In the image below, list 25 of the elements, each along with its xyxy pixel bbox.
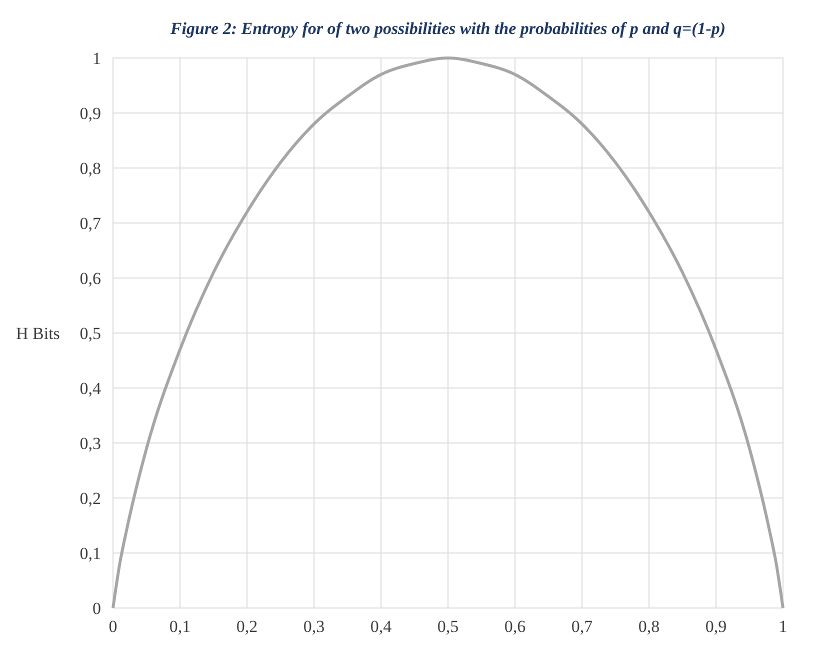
y-tick-label: 1 (92, 49, 101, 68)
x-tick-label: 0 (108, 617, 118, 636)
x-tick-label: 0,5 (437, 617, 459, 636)
y-tick-label: 0,4 (80, 379, 102, 398)
y-tick-label: 0,6 (80, 269, 101, 288)
x-tick-label: 0,1 (169, 617, 191, 636)
x-tick-label: 0,8 (638, 617, 660, 636)
x-tick-label: 0,9 (705, 617, 727, 636)
y-tick-label: 0,3 (80, 434, 101, 453)
x-tick-label: 1 (778, 617, 788, 636)
x-tick-label: 0,2 (236, 617, 258, 636)
y-tick-label: 0,8 (80, 159, 101, 178)
y-tick-label: 0 (92, 599, 101, 618)
x-tick-label: 0,4 (370, 617, 392, 636)
x-tick-label: 0,6 (504, 617, 526, 636)
chart-title: Figure 2: Entropy for of two possibilities with the probabilities of p and q=(1-p) (169, 19, 726, 38)
x-tick-label: 0,7 (571, 617, 594, 636)
y-tick-label: 0,2 (80, 489, 101, 508)
y-axis-title: H Bits (16, 324, 60, 343)
line-series (112, 56, 784, 610)
y-tick-label: 0,7 (80, 214, 102, 233)
y-tick-label: 0,1 (80, 544, 101, 563)
x-tick-label: 0,3 (303, 617, 325, 636)
y-tick-label: 0,9 (80, 104, 101, 123)
y-tick-label: 0,5 (80, 324, 101, 343)
